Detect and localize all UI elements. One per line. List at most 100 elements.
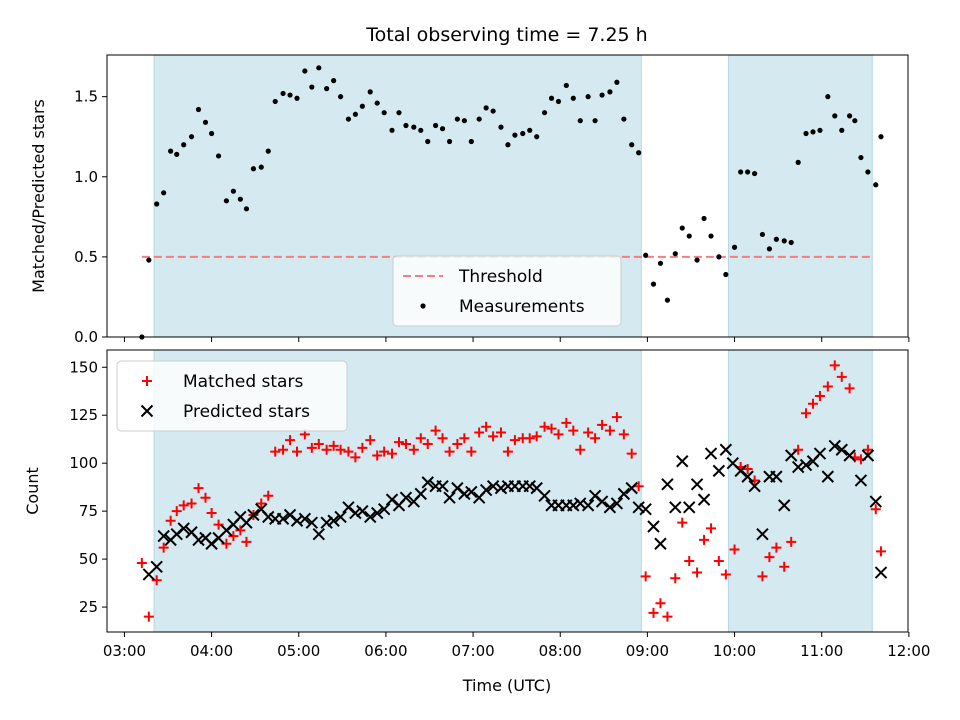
matched-star-point-67 — [618, 429, 629, 440]
predicted-star-point-84 — [748, 479, 761, 493]
predicted-star-point-97 — [843, 449, 856, 462]
measurement-point-28 — [337, 94, 344, 100]
y-tick-label: 1.5 — [74, 88, 98, 106]
measurement-point-71 — [650, 281, 657, 287]
legend-label: Measurements — [459, 297, 585, 317]
measurement-point-89 — [781, 238, 787, 244]
matched-star-point-15 — [241, 536, 252, 547]
predicted-star-point-67 — [625, 481, 638, 495]
predicted-star-point-87 — [770, 470, 783, 483]
measurement-point-84 — [745, 169, 751, 175]
predicted-star-point-63 — [595, 495, 609, 508]
matched-star-point-88 — [771, 542, 782, 553]
measurement-point-60 — [570, 95, 576, 101]
measurement-point-24 — [309, 84, 315, 90]
matched-star-point-42 — [437, 433, 448, 444]
matched-star-point-103 — [875, 546, 886, 557]
predicted-star-point-80 — [719, 443, 733, 456]
matched-star-point-47 — [474, 427, 485, 438]
measurement-point-82 — [731, 244, 738, 250]
predicted-star-point-76 — [690, 478, 704, 491]
predicted-star-point-25 — [320, 516, 333, 529]
predicted-star-point-78 — [704, 447, 718, 460]
matched-star-point-80 — [713, 556, 724, 567]
matched-star-point-43 — [444, 446, 455, 457]
matched-star-point-86 — [757, 571, 768, 582]
matched-star-point-58 — [553, 429, 564, 440]
matched-star-point-30 — [350, 452, 361, 463]
measurement-point-86 — [759, 231, 766, 238]
measurement-point-91 — [795, 159, 801, 165]
predicted-star-point-27 — [334, 510, 347, 524]
predicted-star-point-31 — [364, 510, 377, 524]
measurement-point-38 — [411, 124, 417, 130]
matched-star-point-37 — [400, 439, 411, 449]
predicted-star-point-55 — [538, 489, 551, 503]
measurement-point-37 — [403, 122, 409, 129]
matched-star-point-4 — [165, 515, 176, 526]
matched-star-point-93 — [807, 398, 818, 409]
observing-interval-1 — [727, 54, 873, 338]
matched-star-point-22 — [292, 446, 303, 457]
y-tick-label: 75 — [79, 502, 98, 520]
chart-title: Total observing time = 7.25 h — [365, 24, 647, 46]
measurement-point-78 — [701, 215, 707, 222]
matched-star-point-91 — [793, 444, 804, 455]
measurement-point-48 — [483, 105, 489, 111]
measurement-point-101 — [865, 169, 871, 175]
measurement-point-26 — [324, 86, 330, 92]
predicted-star-point-23 — [305, 516, 319, 529]
matched-star-point-21 — [285, 435, 296, 446]
measurement-point-62 — [585, 94, 591, 100]
matched-star-point-24 — [306, 442, 317, 453]
matched-star-point-78 — [699, 534, 710, 545]
measurement-point-61 — [577, 118, 583, 124]
matched-star-point-66 — [611, 412, 622, 423]
measurement-point-15 — [243, 206, 250, 212]
matched-star-point-79 — [706, 523, 717, 534]
measurement-point-50 — [498, 124, 504, 130]
measurement-point-98 — [847, 113, 853, 119]
legend-box — [116, 360, 348, 432]
matched-star-point-13 — [228, 531, 239, 542]
measurement-point-43 — [446, 138, 453, 145]
measurement-point-12 — [223, 198, 230, 204]
matched-star-point-87 — [764, 552, 775, 563]
x-tick-label: 07:00 — [451, 642, 494, 660]
measurement-point-103 — [878, 134, 884, 140]
measurement-point-64 — [599, 92, 605, 98]
x-tick-label: 06:00 — [364, 642, 407, 660]
predicted-star-point-44 — [458, 487, 471, 501]
measurement-point-36 — [396, 110, 402, 116]
matched-star-point-64 — [597, 419, 608, 430]
measurement-point-57 — [548, 95, 555, 101]
measurement-point-19 — [272, 98, 278, 105]
matched-star-point-50 — [495, 427, 506, 438]
measurement-point-90 — [788, 239, 794, 246]
measurement-point-66 — [614, 79, 620, 85]
measurement-point-41 — [432, 122, 439, 129]
measurement-point-45 — [461, 118, 467, 124]
predicted-star-point-68 — [632, 501, 645, 514]
matched-star-point-96 — [829, 360, 840, 371]
legend-matched-swatch — [142, 376, 152, 386]
measurement-point-80 — [716, 254, 722, 260]
y-tick-label: 25 — [79, 598, 98, 616]
matched-star-point-84 — [742, 463, 753, 474]
legend-label: Matched stars — [183, 372, 303, 392]
predicted-star-point-30 — [356, 504, 369, 518]
predicted-star-point-77 — [697, 493, 711, 506]
measurement-point-65 — [607, 89, 613, 95]
matched-star-point-82 — [729, 544, 740, 555]
matched-star-point-81 — [720, 569, 731, 580]
predicted-star-point-93 — [813, 447, 827, 460]
measurement-point-16 — [250, 166, 257, 172]
measurement-point-40 — [425, 138, 431, 145]
matched-star-point-71 — [648, 607, 659, 618]
matched-star-point-97 — [836, 371, 847, 382]
measurement-point-55 — [534, 134, 540, 140]
matched-star-point-34 — [379, 446, 390, 457]
measurement-point-72 — [657, 260, 664, 266]
x-tick-label: 03:00 — [103, 642, 146, 660]
